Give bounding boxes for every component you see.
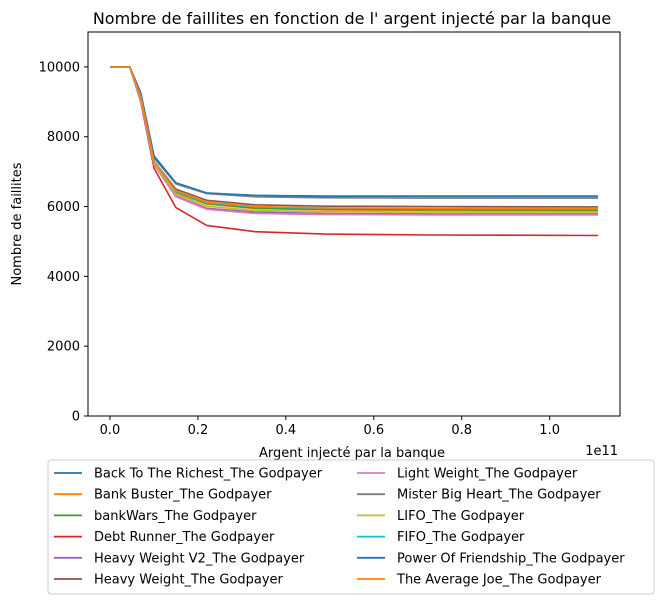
x-tick-label: 0.2: [188, 423, 209, 438]
x-tick-label: 0.6: [363, 423, 384, 438]
series-line-12: [110, 66, 599, 210]
legend-label: LIFO_The Godpayer: [397, 509, 525, 524]
legend-label: Back To The Richest_The Godpayer: [94, 467, 323, 482]
y-axis-label: Nombre de faillites: [10, 162, 25, 285]
series-lines: [110, 66, 599, 237]
legend-label: Debt Runner_The Godpayer: [94, 530, 275, 545]
legend: Back To The Richest_The Godpayer Bank Bus…: [47, 459, 655, 595]
x-tick-label: 0.0: [100, 423, 121, 438]
plot-frame: [87, 31, 621, 417]
x-tick-label: 0.8: [451, 423, 472, 438]
y-tick-label: 0: [72, 410, 80, 425]
y-axis-ticks: 0 2000 4000 6000 8000 10000: [39, 60, 88, 425]
legend-label: Power Of Friendship_The Godpayer: [397, 551, 625, 566]
legend-label: FIFO_The Godpayer: [397, 530, 525, 545]
y-tick-label: 2000: [47, 340, 80, 355]
y-tick-label: 6000: [47, 200, 80, 215]
legend-label: Light Weight_The Godpayer: [397, 467, 578, 482]
x-tick-label: 0.4: [276, 423, 297, 438]
legend-label: bankWars_The Godpayer: [94, 509, 257, 524]
legend-label: Bank Buster_The Godpayer: [94, 488, 272, 503]
legend-frame: [47, 459, 655, 595]
x-offset-label: 1e11: [585, 444, 618, 459]
y-tick-label: 10000: [39, 60, 80, 75]
legend-label: Heavy Weight_The Godpayer: [94, 573, 284, 588]
legend-label: The Average Joe_The Godpayer: [396, 573, 602, 588]
x-axis-ticks: 0.0 0.2 0.4 0.6 0.8 1.0: [100, 416, 560, 438]
y-tick-label: 8000: [47, 130, 80, 145]
legend-label: Mister Big Heart_The Godpayer: [397, 488, 601, 503]
x-tick-label: 1.0: [539, 423, 560, 438]
chart-title: Nombre de faillites en fonction de l' ar…: [93, 9, 611, 28]
y-tick-label: 4000: [47, 270, 80, 285]
x-axis-label: Argent injecté par la banque: [259, 446, 445, 461]
legend-label: Heavy Weight V2_The Godpayer: [94, 551, 305, 566]
plot-area: [88, 32, 620, 416]
